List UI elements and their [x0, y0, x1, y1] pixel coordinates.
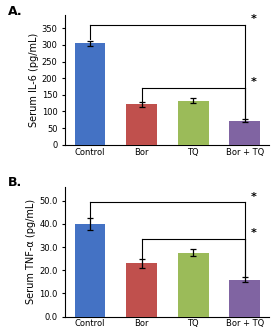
Bar [178, 101, 209, 145]
Y-axis label: Serum TNF-α (pg/mL): Serum TNF-α (pg/mL) [26, 199, 36, 304]
Y-axis label: Serum IL-6 (pg/mL): Serum IL-6 (pg/mL) [29, 33, 39, 127]
Text: *: * [251, 77, 257, 87]
Bar [75, 43, 105, 145]
Text: B.: B. [8, 176, 22, 189]
Text: A.: A. [8, 5, 23, 17]
Bar [126, 263, 157, 317]
Bar [75, 224, 105, 317]
Text: *: * [251, 228, 257, 238]
Bar [229, 280, 260, 317]
Bar [126, 104, 157, 145]
Text: *: * [251, 192, 257, 202]
Bar [229, 121, 260, 145]
Text: *: * [251, 14, 257, 24]
Bar [178, 253, 209, 317]
